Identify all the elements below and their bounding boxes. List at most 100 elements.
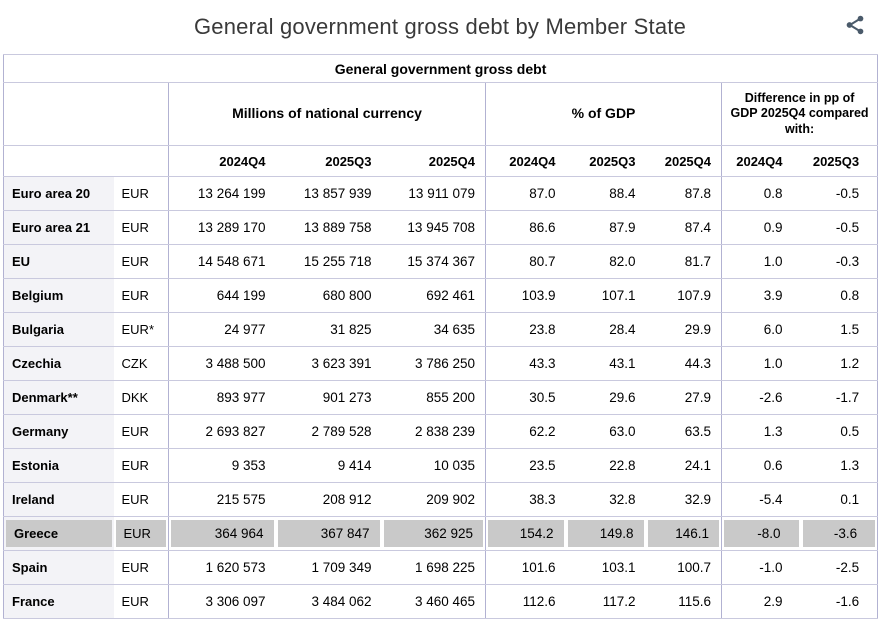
currency-cell: DKK — [113, 380, 169, 415]
millions-cell: 3 786 250 — [381, 346, 486, 381]
table-row[interactable]: Ireland EUR 215 575 208 912 209 902 38.3 32.8 3… — [3, 482, 878, 517]
pct-gdp-cell: 103.9 — [485, 278, 566, 313]
member-state-cell: Belgium — [3, 278, 114, 313]
millions-cell: 2 693 827 — [168, 414, 276, 449]
millions-cell: 3 306 097 — [168, 584, 276, 619]
millions-cell: 644 199 — [168, 278, 276, 313]
pct-gdp-cell: 32.9 — [645, 482, 722, 517]
pct-gdp-cell: 28.4 — [565, 312, 646, 347]
millions-cell: 34 635 — [381, 312, 486, 347]
table-row[interactable]: Estonia EUR 9 353 9 414 10 035 23.5 22.8 24.1 0.… — [3, 448, 878, 483]
diff-cell: -8.0 — [721, 516, 801, 551]
millions-cell: 31 825 — [275, 312, 382, 347]
millions-cell: 208 912 — [275, 482, 382, 517]
quarter-header: 2025Q3 — [275, 145, 382, 177]
diff-cell: 1.5 — [800, 312, 878, 347]
millions-cell: 367 847 — [275, 516, 382, 551]
table-row[interactable]: Germany EUR 2 693 827 2 789 528 2 838 239 62.… — [3, 414, 878, 449]
quarter-header: 2025Q3 — [800, 145, 878, 177]
millions-cell: 24 977 — [168, 312, 276, 347]
pct-gdp-cell: 81.7 — [645, 244, 722, 279]
pct-gdp-cell: 107.9 — [645, 278, 722, 313]
quarter-header-empty — [3, 145, 169, 177]
millions-cell: 15 255 718 — [275, 244, 382, 279]
pct-gdp-cell: 87.9 — [565, 210, 646, 245]
diff-cell: 6.0 — [721, 312, 801, 347]
table-row[interactable]: Bulgaria EUR* 24 977 31 825 34 635 23.8 28.4 29… — [3, 312, 878, 347]
diff-cell: -5.4 — [721, 482, 801, 517]
pct-gdp-cell: 43.1 — [565, 346, 646, 381]
pct-gdp-cell: 154.2 — [485, 516, 566, 551]
title-bar: General government gross debt by Member … — [0, 0, 880, 54]
share-button[interactable] — [842, 12, 868, 38]
currency-cell: EUR — [113, 278, 169, 313]
millions-cell: 680 800 — [275, 278, 382, 313]
group-header-millions: Millions of national currency — [168, 82, 486, 146]
pct-gdp-cell: 82.0 — [565, 244, 646, 279]
table-row[interactable]: Euro area 20 EUR 13 264 199 13 857 939 13 91… — [3, 176, 878, 211]
table-row[interactable]: France EUR 3 306 097 3 484 062 3 460 465 112.… — [3, 584, 878, 619]
diff-cell: 1.2 — [800, 346, 878, 381]
member-state-cell: Denmark** — [3, 380, 114, 415]
member-state-cell: Ireland — [3, 482, 114, 517]
group-header-difference: Difference in pp of GDP 2025Q4 compared … — [720, 82, 878, 146]
diff-cell: -0.5 — [800, 176, 878, 211]
table-row[interactable]: Spain EUR 1 620 573 1 709 349 1 698 225 101.6… — [3, 550, 878, 585]
millions-cell: 13 857 939 — [275, 176, 382, 211]
millions-cell: 901 273 — [275, 380, 382, 415]
pct-gdp-cell: 30.5 — [485, 380, 566, 415]
member-state-cell: Czechia — [3, 346, 114, 381]
millions-cell: 362 925 — [381, 516, 486, 551]
diff-cell: 0.9 — [721, 210, 801, 245]
table-caption: General government gross debt — [3, 54, 878, 83]
table-row[interactable]: Belgium EUR 644 199 680 800 692 461 103.9 107.… — [3, 278, 878, 313]
millions-cell: 14 548 671 — [168, 244, 276, 279]
millions-cell: 13 911 079 — [381, 176, 486, 211]
pct-gdp-cell: 44.3 — [645, 346, 722, 381]
share-icon — [844, 14, 866, 36]
quarter-header: 2024Q4 — [168, 145, 276, 177]
quarter-header: 2025Q4 — [645, 145, 722, 177]
diff-cell: -1.6 — [800, 584, 878, 619]
diff-cell: 3.9 — [721, 278, 801, 313]
pct-gdp-cell: 146.1 — [645, 516, 722, 551]
quarter-header: 2024Q4 — [485, 145, 566, 177]
diff-cell: 1.0 — [721, 244, 801, 279]
millions-cell: 9 414 — [275, 448, 382, 483]
member-state-cell: Euro area 21 — [3, 210, 114, 245]
pct-gdp-cell: 103.1 — [565, 550, 646, 585]
pct-gdp-cell: 80.7 — [485, 244, 566, 279]
currency-cell: EUR — [113, 482, 169, 517]
table-row[interactable]: Greece EUR 364 964 367 847 362 925 154.2 149.8… — [3, 516, 878, 551]
currency-cell: EUR — [113, 550, 169, 585]
debt-table: General government gross debt Millions o… — [3, 54, 879, 619]
currency-cell: EUR — [113, 584, 169, 619]
pct-gdp-cell: 63.5 — [645, 414, 722, 449]
pct-gdp-cell: 43.3 — [485, 346, 566, 381]
diff-cell: -2.5 — [800, 550, 878, 585]
pct-gdp-cell: 87.8 — [645, 176, 722, 211]
currency-cell: EUR — [113, 244, 169, 279]
pct-gdp-cell: 22.8 — [565, 448, 646, 483]
millions-cell: 893 977 — [168, 380, 276, 415]
pct-gdp-cell: 117.2 — [565, 584, 646, 619]
member-state-cell: Spain — [3, 550, 114, 585]
millions-cell: 3 623 391 — [275, 346, 382, 381]
table-row[interactable]: Euro area 21 EUR 13 289 170 13 889 758 13 94… — [3, 210, 878, 245]
millions-cell: 855 200 — [381, 380, 486, 415]
millions-cell: 3 488 500 — [168, 346, 276, 381]
diff-cell: -1.0 — [721, 550, 801, 585]
member-state-cell: Estonia — [3, 448, 114, 483]
diff-cell: -3.6 — [800, 516, 878, 551]
table-row[interactable]: Czechia CZK 3 488 500 3 623 391 3 786 250 43.… — [3, 346, 878, 381]
quarter-header-row: 2024Q4 2025Q3 2025Q4 2024Q4 2025Q3 2025Q… — [3, 145, 878, 177]
millions-cell: 13 889 758 — [275, 210, 382, 245]
table-row[interactable]: Denmark** DKK 893 977 901 273 855 200 30.5 29.… — [3, 380, 878, 415]
quarter-header: 2025Q3 — [565, 145, 646, 177]
pct-gdp-cell: 27.9 — [645, 380, 722, 415]
diff-cell: 0.8 — [800, 278, 878, 313]
table-row[interactable]: EU EUR 14 548 671 15 255 718 15 374 367 80.7 8… — [3, 244, 878, 279]
currency-cell: EUR — [113, 210, 169, 245]
millions-cell: 15 374 367 — [381, 244, 486, 279]
diff-cell: 0.5 — [800, 414, 878, 449]
